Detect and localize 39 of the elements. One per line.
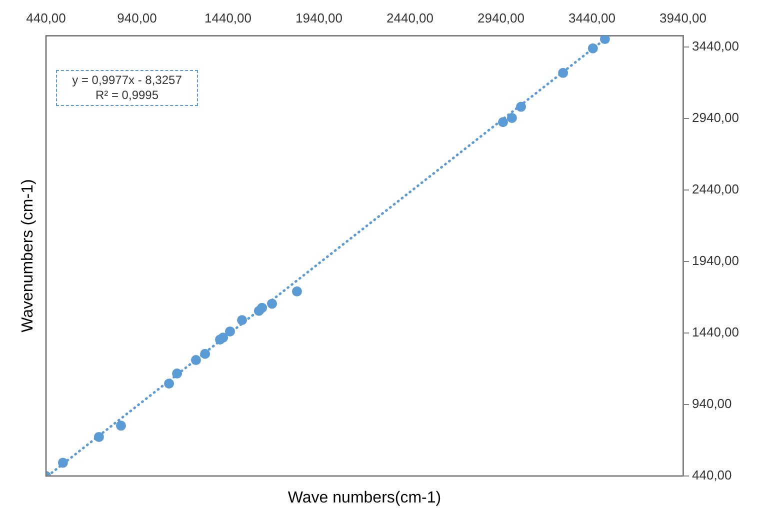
point [172, 368, 182, 378]
point [498, 117, 508, 128]
x-tick-label: 1440,00 [204, 10, 252, 26]
y-tick-label: 940,00 [692, 396, 732, 412]
x-tick-label: 440,00 [26, 10, 66, 26]
x-tick-label: 3940,00 [660, 10, 706, 26]
point [218, 332, 228, 343]
y-tick-label: 2940,00 [692, 110, 739, 126]
x-tick-label: 3440,00 [568, 10, 616, 26]
point [94, 432, 104, 442]
point [225, 326, 235, 336]
point [190, 355, 201, 366]
equation-box: y = 0,9977x - 8,3257 R² = 0,9995 [56, 70, 198, 106]
point [558, 68, 568, 78]
y-axis-title: Wavenumbers (cm-1) [19, 179, 36, 332]
annotation: y = 0,9977x - 8,3257 [71, 73, 183, 88]
x-tick-label: 940,00 [117, 10, 157, 26]
point [58, 458, 68, 468]
point [506, 112, 517, 123]
y-tick-label: 2440,00 [692, 182, 739, 197]
y-tick-label: 440,00 [692, 468, 732, 483]
point [292, 286, 302, 296]
point [237, 315, 248, 326]
point [257, 302, 268, 313]
point [516, 102, 526, 112]
x-axis-title: Wave numbers(cm-1) [288, 489, 442, 506]
x-tick-label: 1940,00 [296, 10, 342, 26]
point [164, 378, 174, 389]
x-tick-label: 2940,00 [478, 10, 524, 26]
point [600, 36, 610, 44]
x-tick-label: 2440,00 [386, 10, 434, 26]
annotation: R² = 0,9995 [94, 88, 160, 103]
y-tick-label: 1940,00 [692, 253, 739, 268]
point [116, 420, 126, 431]
point [267, 298, 278, 309]
y-tick-label: 1440,00 [692, 324, 739, 340]
y-tick-label: 3440,00 [692, 38, 739, 54]
point [588, 43, 598, 54]
point [200, 348, 210, 359]
